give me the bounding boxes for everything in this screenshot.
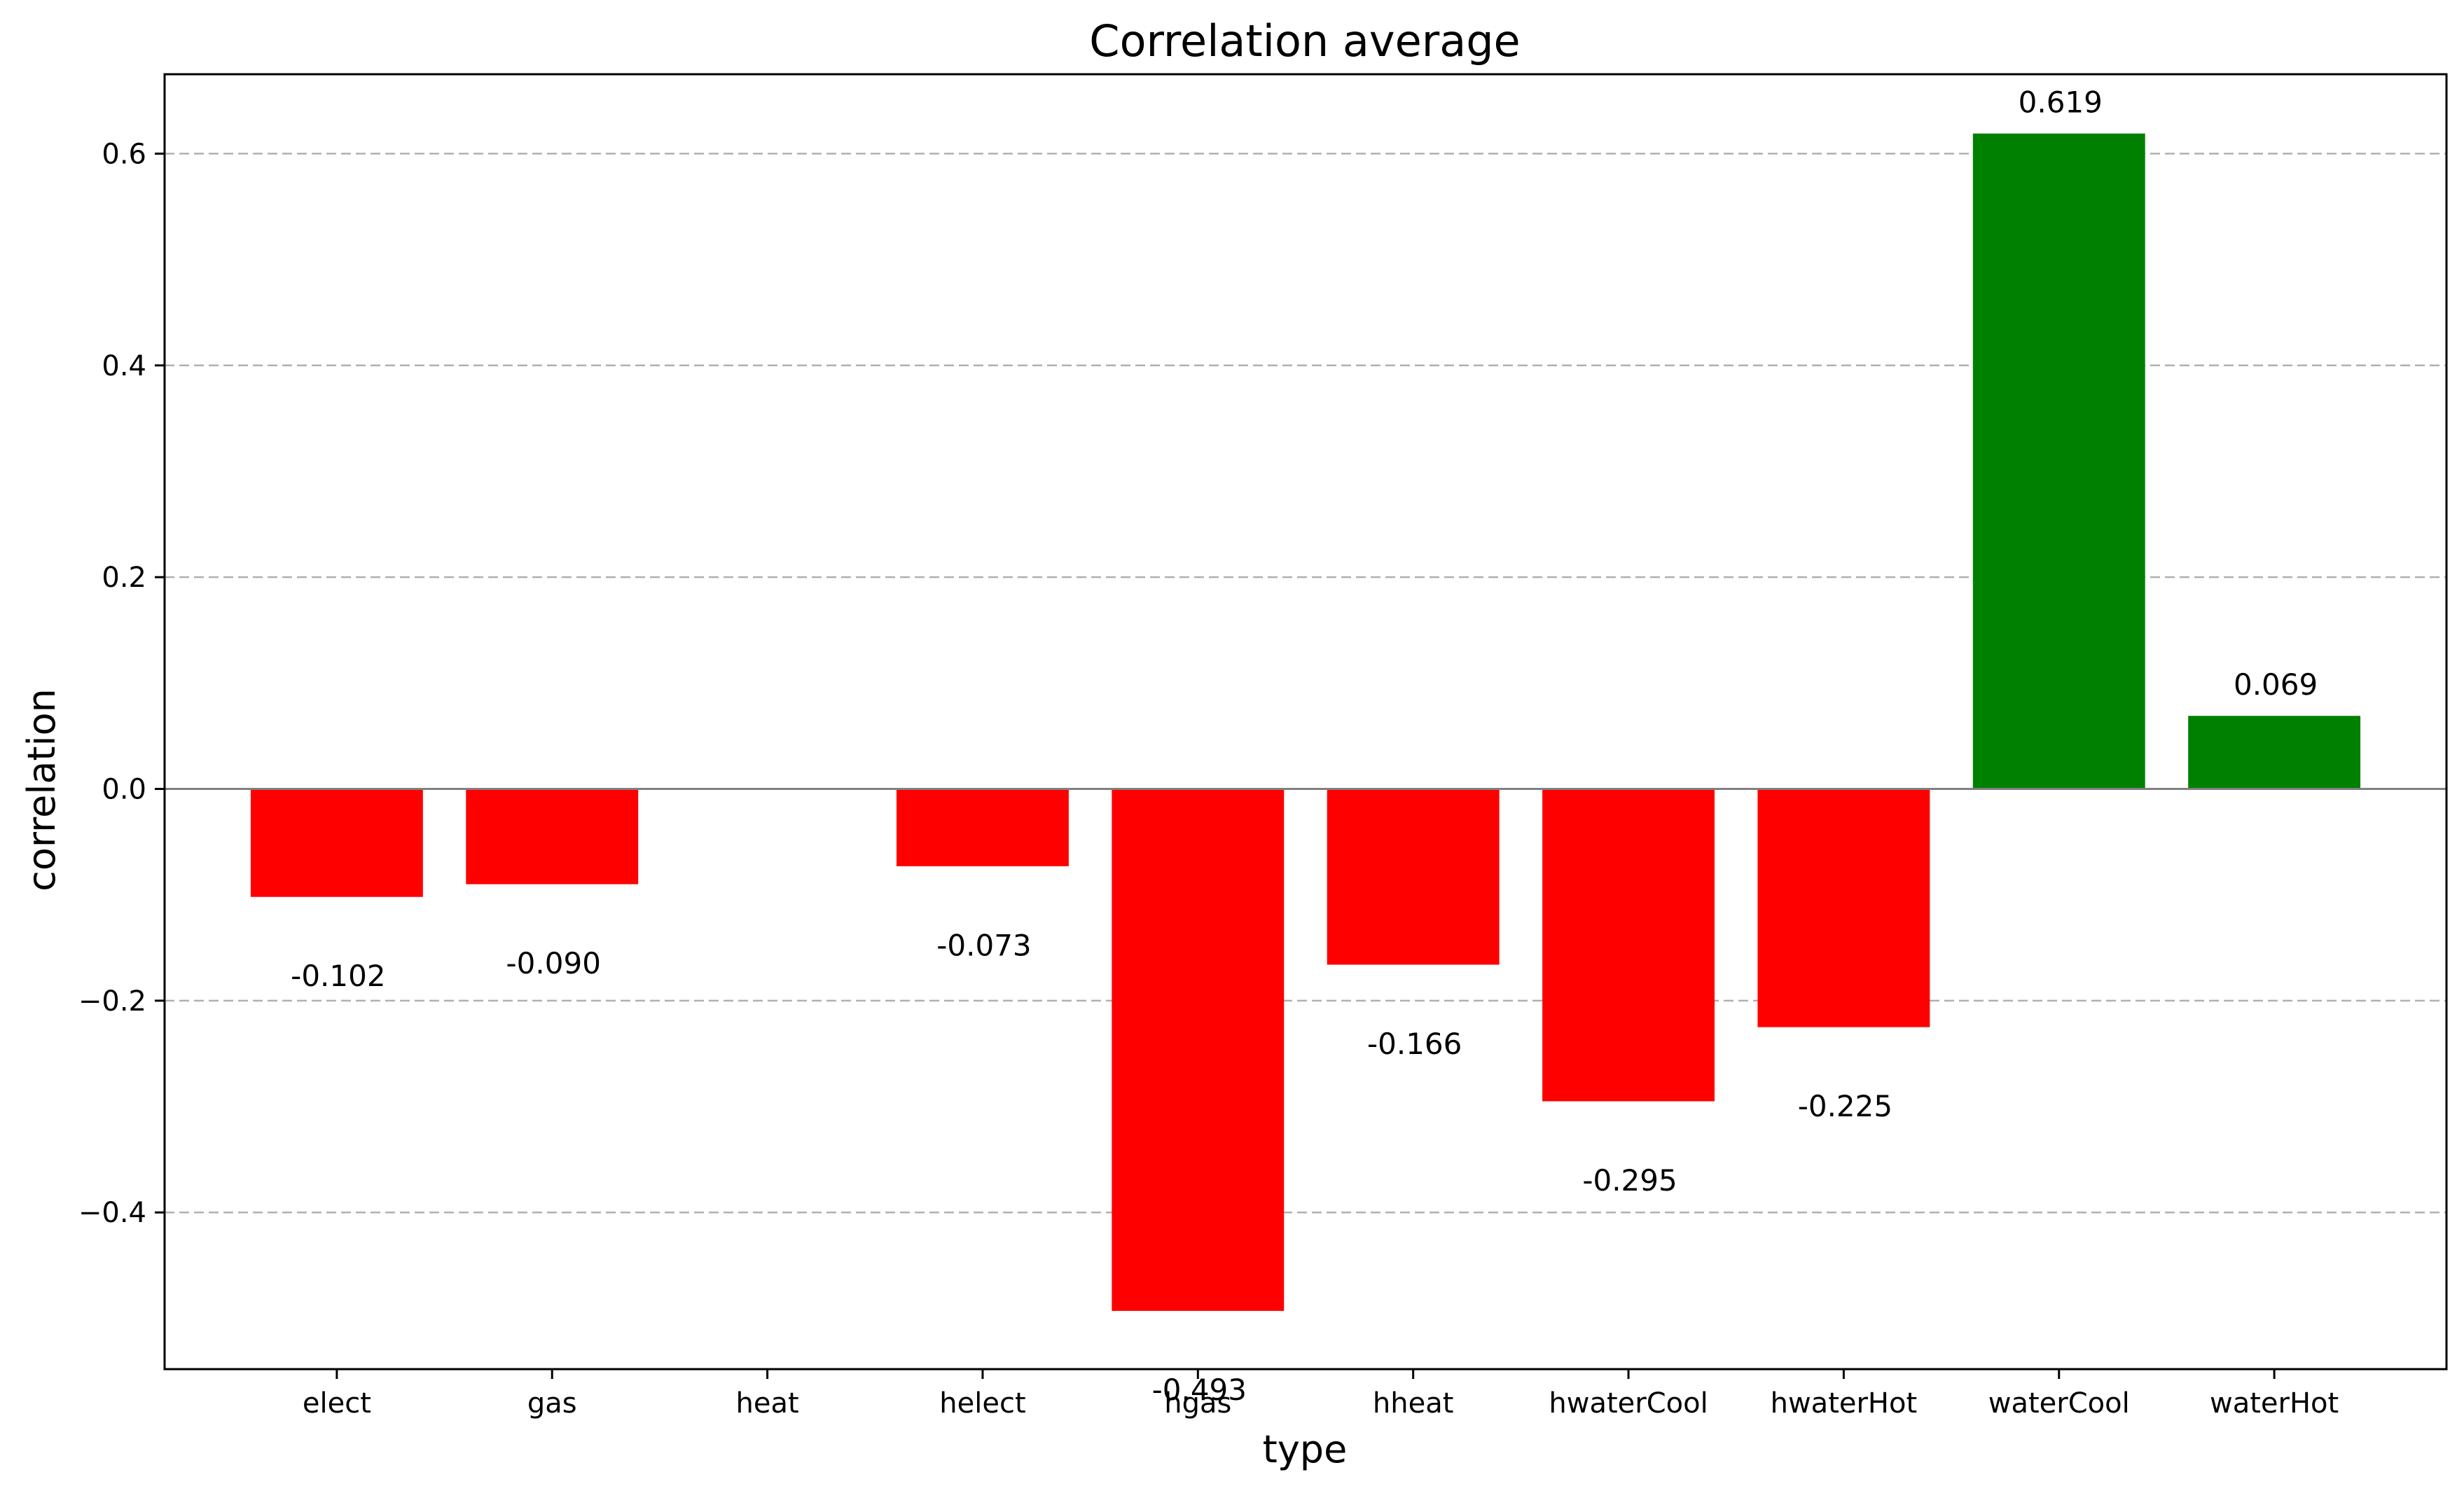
x-tick-label-gas: gas <box>527 1387 577 1420</box>
x-tick-label-hgas: hgas <box>1164 1387 1231 1420</box>
bars <box>250 133 2361 1311</box>
x-axis-ticks: elect gas heat helect hgas hheat hwaterCool hwa… <box>303 1369 2339 1420</box>
y-tick-label: 0.4 <box>102 350 146 382</box>
y-axis-ticks: −0.4 −0.2 0.0 0.2 0.4 0.6 <box>78 138 165 1229</box>
y-tick-label: 0.2 <box>102 562 146 594</box>
y-tick-label: 0.0 <box>102 774 146 806</box>
chart-title: Correlation average <box>1089 15 1520 67</box>
x-tick-label-helect: helect <box>939 1387 1025 1420</box>
y-axis-label: correlation <box>20 688 64 892</box>
x-tick-label-waterCool: waterCool <box>1988 1387 2130 1420</box>
data-label-hgas: -0.493 <box>1152 1373 1247 1407</box>
bar-helect <box>897 789 1069 866</box>
x-tick-label-heat: heat <box>736 1387 799 1420</box>
bar-waterHot <box>2188 716 2361 789</box>
data-label-hwaterHot: -0.225 <box>1798 1089 1892 1123</box>
data-label-waterHot: 0.069 <box>2234 667 2318 702</box>
data-label-gas: -0.090 <box>506 946 601 980</box>
data-labels: -0.102 -0.090 -0.073 -0.493 -0.166 -0.295 -0.2… <box>291 85 2318 1408</box>
bar-elect <box>250 789 423 897</box>
plot-frame <box>163 73 2448 1371</box>
bar-waterCool <box>1972 133 2145 789</box>
data-label-hheat: -0.166 <box>1367 1027 1462 1061</box>
x-tick-label-waterHot: waterHot <box>2210 1387 2339 1420</box>
x-tick-label-elect: elect <box>303 1387 371 1420</box>
x-axis-label: type <box>1263 1427 1348 1471</box>
data-label-waterCool: 0.619 <box>2019 85 2103 120</box>
bar-hheat <box>1327 789 1500 965</box>
x-tick-label-hwaterCool: hwaterCool <box>1549 1387 1708 1420</box>
bar-hgas <box>1112 789 1285 1311</box>
data-label-helect: -0.073 <box>936 928 1031 962</box>
x-tick-label-hwaterHot: hwaterHot <box>1771 1387 1918 1420</box>
y-tick-label: 0.6 <box>102 138 146 170</box>
data-label-hwaterCool: -0.295 <box>1582 1163 1677 1198</box>
y-tick-label: −0.2 <box>78 985 146 1018</box>
x-tick-label-hheat: hheat <box>1373 1387 1454 1420</box>
bar-hwaterHot <box>1757 789 1930 1027</box>
bar-gas <box>466 789 639 885</box>
y-tick-label: −0.4 <box>78 1197 146 1229</box>
bar-hwaterCool <box>1542 789 1715 1102</box>
data-label-elect: -0.102 <box>291 959 385 993</box>
